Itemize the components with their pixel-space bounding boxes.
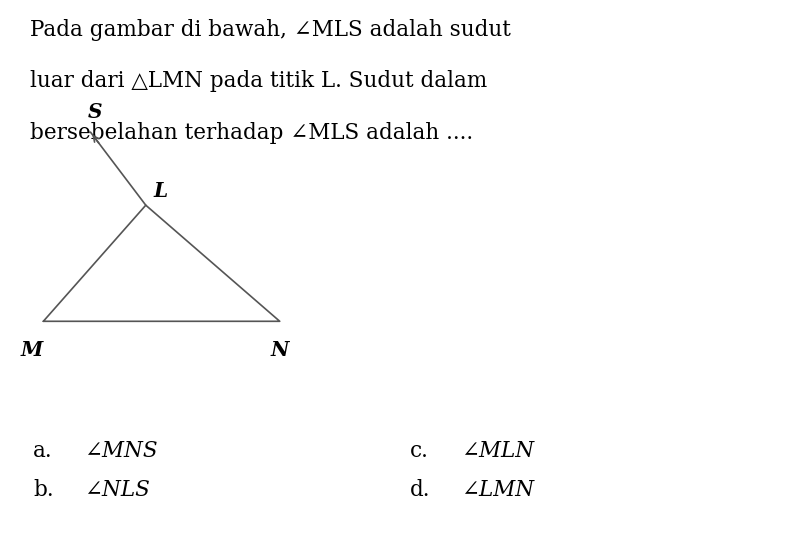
- Text: bersebelahan terhadap ∠MLS adalah ....: bersebelahan terhadap ∠MLS adalah ....: [30, 122, 473, 144]
- Text: ∠MNS: ∠MNS: [84, 440, 158, 462]
- Text: ∠LMN: ∠LMN: [461, 479, 534, 501]
- Text: d.: d.: [410, 479, 430, 501]
- Text: Pada gambar di bawah, ∠MLS adalah sudut: Pada gambar di bawah, ∠MLS adalah sudut: [30, 19, 511, 41]
- Text: L: L: [154, 181, 168, 201]
- Text: M: M: [20, 340, 43, 360]
- Text: N: N: [270, 340, 289, 360]
- Text: a.: a.: [33, 440, 53, 462]
- Text: ∠NLS: ∠NLS: [84, 479, 151, 501]
- Text: S: S: [87, 102, 102, 122]
- Text: luar dari △LMN pada titik L. Sudut dalam: luar dari △LMN pada titik L. Sudut dalam: [30, 70, 487, 92]
- Text: ∠MLN: ∠MLN: [461, 440, 534, 462]
- Text: b.: b.: [33, 479, 54, 501]
- Text: c.: c.: [410, 440, 429, 462]
